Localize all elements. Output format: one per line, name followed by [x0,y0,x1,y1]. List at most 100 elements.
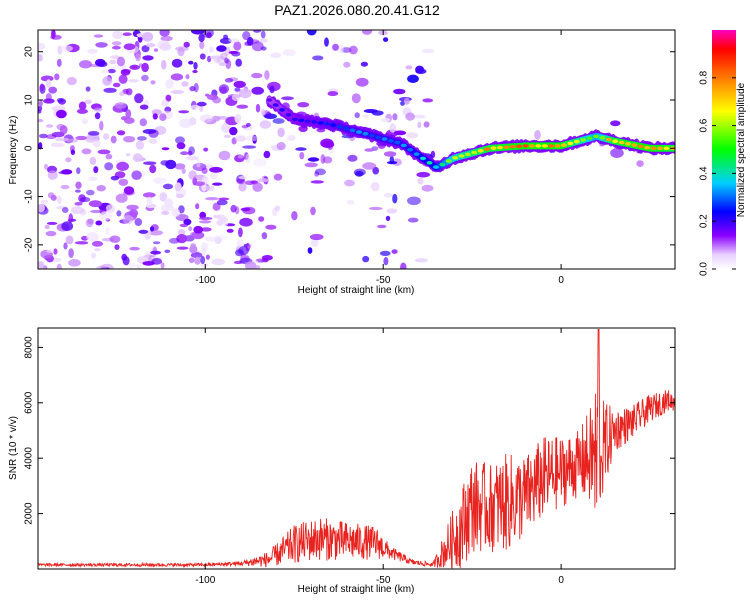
spectrogram-cell [291,211,298,221]
spectrogram-cell [228,38,240,43]
spectrogram-cell [360,61,368,67]
spectrogram-cell [116,161,129,171]
spectrogram-cell [45,230,57,237]
spectrogram-xtick-label: -50 [376,275,391,286]
spectrogram-cell [383,37,389,42]
spectrogram-cell [212,96,222,104]
spectrogram-cell [385,215,391,221]
spectrogram-cell [310,206,316,216]
ridge-core [272,103,279,107]
spectrogram-cell [199,41,205,50]
ridge-core [541,144,548,148]
spectrogram-cell [224,78,234,83]
spectrogram-cell [386,208,398,214]
spectrogram-cell [310,238,319,247]
spectrogram-cell [56,123,65,131]
ridge-core [522,144,529,148]
spectrogram-cell [218,62,227,67]
spectrogram-cell [47,192,55,199]
spectrogram-ridge [266,95,675,173]
spectrogram-cell [343,61,351,68]
spectrogram-cell [245,135,259,142]
ridge-core [464,152,471,157]
spectrogram-cell [68,213,74,224]
spectrogram-cell [231,93,241,101]
spectrogram-cell [205,93,210,97]
spectrogram-cell [148,138,158,144]
spectrogram-cell [196,159,201,168]
ridge-core [298,118,305,123]
spectrogram-cell [610,148,624,158]
ridge-core [420,156,426,161]
spectrogram-cell [110,135,117,144]
spectrogram-cell [423,121,430,128]
spectrogram-cell [240,207,251,212]
spectrogram-cell [416,171,431,178]
spectrogram-cell [53,248,58,255]
spectrogram-cell [145,43,156,48]
spectrogram-cell [66,138,78,143]
ridge-core [349,128,356,133]
spectrogram-ytick-label: -20 [24,237,35,252]
colorbar-tick-label: 0.6 [699,118,710,132]
ridge-core [573,139,580,144]
spectrogram-cell [233,80,246,88]
spectrogram-cell [205,185,215,191]
spectrogram-cell [96,185,106,192]
spectrogram-cell [120,69,131,76]
snr-xtick-label: -100 [195,575,215,586]
spectrogram-cell [200,255,206,265]
spectrogram-cell [81,148,92,155]
spectrogram-cell [400,262,407,269]
spectrogram-cell [135,53,141,62]
spectrogram-cell [306,30,317,36]
ridge-core [375,135,382,140]
spectrogram-cell [48,86,57,94]
spectrogram-cell [235,58,242,67]
spectrogram-cell [404,97,410,105]
spectrogram-cell [123,136,136,143]
spectrogram-cell [327,91,339,97]
spectrogram-cell [201,248,207,256]
spectrogram-cell [50,142,65,148]
spectrogram-cell [212,202,221,211]
ridge-core [432,165,439,169]
snr-ytick-label: 6000 [24,391,35,414]
ridge-core [509,144,516,149]
spectrogram-cell [125,88,133,96]
spectrogram-cell [245,122,251,127]
spectrogram-cell [407,74,419,84]
spectrogram-cell [295,147,307,151]
spectrogram-cell [244,180,256,186]
spectrogram-cell [229,126,238,136]
spectrogram-cell [636,160,644,168]
spectrogram-cell [122,256,130,266]
spectrogram-cell [265,112,272,118]
spectrogram-cell [207,55,212,63]
spectrogram-cell [201,30,214,38]
spectrogram-cell [152,241,161,245]
spectrogram-cell [129,246,140,251]
spectrogram-cell [199,53,206,60]
spectrogram-cell [219,37,232,45]
snr-frame [37,327,676,570]
spectrogram-cell [218,150,231,161]
spectrogram-cell [421,184,434,192]
spectrogram-cell [171,58,183,68]
spectrogram-xtick-label: 0 [558,275,564,286]
spectrogram-cell [43,98,55,104]
spectrogram-cell [46,221,58,225]
spectrogram-cell [76,108,88,114]
ridge-core [343,126,350,131]
spectrogram-cells [38,30,658,269]
spectrogram-cell [45,124,54,128]
spectrogram-cell [299,151,305,160]
spectrogram-cell [160,35,173,42]
spectrogram-cell [355,77,369,87]
spectrogram-cell [422,49,435,54]
spectrogram-cell [88,200,102,208]
spectrogram-cell [175,46,189,52]
spectrogram-cell [90,252,97,259]
spectrogram-cell [149,226,155,232]
